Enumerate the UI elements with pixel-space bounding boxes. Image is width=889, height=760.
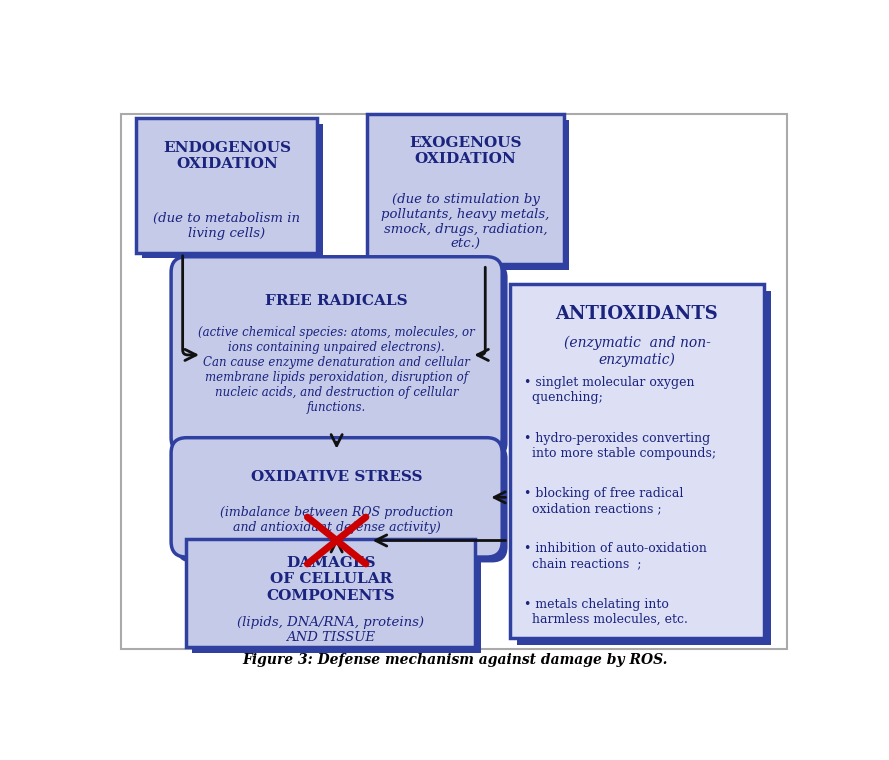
Text: ENDOGENOUS
OXIDATION: ENDOGENOUS OXIDATION bbox=[163, 141, 291, 172]
FancyBboxPatch shape bbox=[142, 124, 323, 258]
FancyBboxPatch shape bbox=[177, 262, 508, 458]
Text: (imbalance between ROS production
and antioxidant defense activity): (imbalance between ROS production and an… bbox=[220, 506, 453, 534]
FancyBboxPatch shape bbox=[171, 257, 502, 453]
Text: EXOGENOUS
OXIDATION: EXOGENOUS OXIDATION bbox=[409, 136, 522, 166]
Text: FREE RADICALS: FREE RADICALS bbox=[265, 293, 408, 308]
FancyBboxPatch shape bbox=[517, 290, 771, 644]
Text: • hydro-peroxides converting
  into more stable compounds;: • hydro-peroxides converting into more s… bbox=[524, 432, 716, 460]
FancyBboxPatch shape bbox=[177, 443, 508, 562]
Text: (enzymatic  and non-
enzymatic): (enzymatic and non- enzymatic) bbox=[564, 336, 710, 367]
FancyBboxPatch shape bbox=[121, 114, 787, 650]
FancyBboxPatch shape bbox=[367, 114, 564, 264]
Text: • blocking of free radical
  oxidation reactions ;: • blocking of free radical oxidation rea… bbox=[524, 487, 683, 515]
Text: Figure 3: Defense mechanism against damage by ROS.: Figure 3: Defense mechanism against dama… bbox=[243, 653, 668, 667]
Text: (lipids, DNA/RNA, proteins)
AND TISSUE: (lipids, DNA/RNA, proteins) AND TISSUE bbox=[237, 616, 424, 644]
Text: DAMAGES
OF CELLULAR
COMPONENTS: DAMAGES OF CELLULAR COMPONENTS bbox=[267, 556, 396, 603]
Text: • singlet molecular oxygen
  quenching;: • singlet molecular oxygen quenching; bbox=[524, 376, 694, 404]
FancyBboxPatch shape bbox=[372, 119, 569, 270]
Text: OXIDATIVE STRESS: OXIDATIVE STRESS bbox=[251, 470, 422, 484]
Text: • metals chelating into
  harmless molecules, etc.: • metals chelating into harmless molecul… bbox=[524, 598, 687, 626]
Text: • inhibition of auto-oxidation
  chain reactions  ;: • inhibition of auto-oxidation chain rea… bbox=[524, 543, 707, 571]
FancyBboxPatch shape bbox=[187, 540, 476, 648]
FancyBboxPatch shape bbox=[192, 545, 481, 653]
Text: (due to metabolism in
living cells): (due to metabolism in living cells) bbox=[154, 212, 300, 240]
FancyBboxPatch shape bbox=[136, 118, 317, 253]
Text: ANTIOXIDANTS: ANTIOXIDANTS bbox=[556, 306, 718, 323]
FancyBboxPatch shape bbox=[510, 283, 764, 638]
FancyBboxPatch shape bbox=[171, 438, 502, 557]
Text: (due to stimulation by
pollutants, heavy metals,
smock, drugs, radiation,
etc.): (due to stimulation by pollutants, heavy… bbox=[381, 193, 549, 251]
Text: (active chemical species: atoms, molecules, or
ions containing unpaired electron: (active chemical species: atoms, molecul… bbox=[198, 326, 475, 414]
